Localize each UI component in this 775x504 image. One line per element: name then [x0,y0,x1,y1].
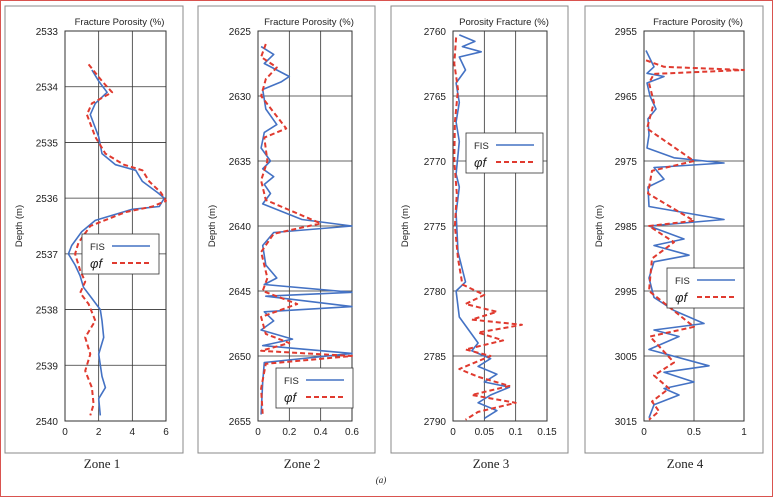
series-line-fis [645,50,725,419]
chart-title: Porosity Fracture (%) [459,17,549,28]
x-tick-label: 0.6 [345,427,359,438]
y-tick-label: 2630 [229,92,252,103]
x-tick-label: 0 [62,427,68,438]
y-tick-label: 2765 [424,92,447,103]
y-tick-label: 2640 [229,222,252,233]
legend-label: φf [90,256,103,271]
series-line-fis [67,69,166,416]
figure-caption: (a) [376,475,387,485]
x-tick-label: 0.5 [687,427,701,438]
y-tick-label: 2535 [36,138,59,149]
y-tick-label: 2533 [36,27,59,38]
y-tick-label: 2538 [36,306,59,317]
legend-label: FIS [284,376,299,387]
legend: FIS φf [81,233,160,275]
y-tick-label: 2955 [615,27,638,38]
x-tick-label: 0.4 [314,427,328,438]
chart-zone-1: 0 2 4 6 2533 2534 2535 2536 2537 2538 2539 2540 Frac… [4,5,184,471]
zone-label: Zone 4 [667,456,704,471]
y-tick-label: 2625 [229,27,252,38]
x-tick-label: 0.05 [475,427,495,438]
plot-area [64,30,167,422]
x-tick-label: 0.15 [537,427,557,438]
legend-label: φf [284,390,297,405]
y-axis-label: Depth (m) [14,205,25,247]
x-tick-label: 0.1 [509,427,523,438]
y-tick-label: 3005 [615,352,638,363]
series-line-phi-f [453,37,523,421]
legend-label: φf [474,155,487,170]
legend-label: FIS [675,276,690,287]
series-line-phi-f [645,59,745,421]
y-tick-label: 2650 [229,352,252,363]
series-line-fis [260,45,353,415]
y-tick-label: 2645 [229,287,252,298]
legend-label: FIS [474,141,489,152]
chart-zone-3: 0 0.05 0.1 0.15 2760 2765 2770 2775 2780 2785 2790… [390,5,569,471]
zone-label: Zone 2 [284,456,320,471]
chart-zone-2: 0 0.2 0.4 0.6 2625 2630 2635 2640 2645 2650 2655 Fr… [197,5,376,471]
y-axis-label: Depth (m) [207,205,218,247]
legend-box [275,367,354,409]
x-tick-label: 4 [130,427,136,438]
zone-label: Zone 1 [84,456,120,471]
chart-title: Fracture Porosity (%) [653,17,743,28]
y-tick-label: 2635 [229,157,252,168]
y-tick-label: 2536 [36,194,59,205]
series-line-fis [455,34,511,420]
y-tick-label: 2539 [36,361,59,372]
y-tick-label: 2790 [424,417,447,428]
y-tick-label: 2985 [615,222,638,233]
legend-box [81,233,160,275]
y-tick-label: 2975 [615,157,638,168]
series-line-phi-f [74,63,167,416]
legend-label: FIS [90,242,105,253]
y-tick-label: 2785 [424,352,447,363]
x-tick-label: 0 [641,427,647,438]
chart-title: Fracture Porosity (%) [75,17,165,28]
series-line-phi-f [260,43,353,415]
x-tick-label: 1 [741,427,747,438]
chart-title: Fracture Porosity (%) [264,17,354,28]
legend: FIS φf [666,267,745,309]
legend: FIS φf [465,132,544,174]
y-axis-label: Depth (m) [594,205,605,247]
x-tick-label: 2 [96,427,102,438]
y-tick-label: 2770 [424,157,447,168]
y-tick-label: 2760 [424,27,447,38]
legend-box [666,267,745,309]
zone-label: Zone 3 [473,456,509,471]
legend-box [465,132,544,174]
y-tick-label: 2995 [615,287,638,298]
chart-zone-4: 0 0.5 1 2955 2965 2975 2985 2995 3005 3015 Fractur… [584,5,764,471]
legend-label: φf [675,290,688,305]
y-tick-label: 3015 [615,417,638,428]
y-tick-label: 2537 [36,250,59,261]
y-tick-label: 2780 [424,287,447,298]
y-tick-label: 2775 [424,222,447,233]
y-tick-label: 2540 [36,417,59,428]
legend: FIS φf [275,367,354,409]
y-tick-label: 2965 [615,92,638,103]
x-tick-label: 0 [450,427,456,438]
x-tick-label: 6 [163,427,169,438]
x-tick-label: 0 [255,427,261,438]
x-tick-label: 0.2 [282,427,296,438]
y-tick-label: 2655 [229,417,252,428]
y-tick-label: 2534 [36,83,59,94]
y-axis-label: Depth (m) [400,205,411,247]
